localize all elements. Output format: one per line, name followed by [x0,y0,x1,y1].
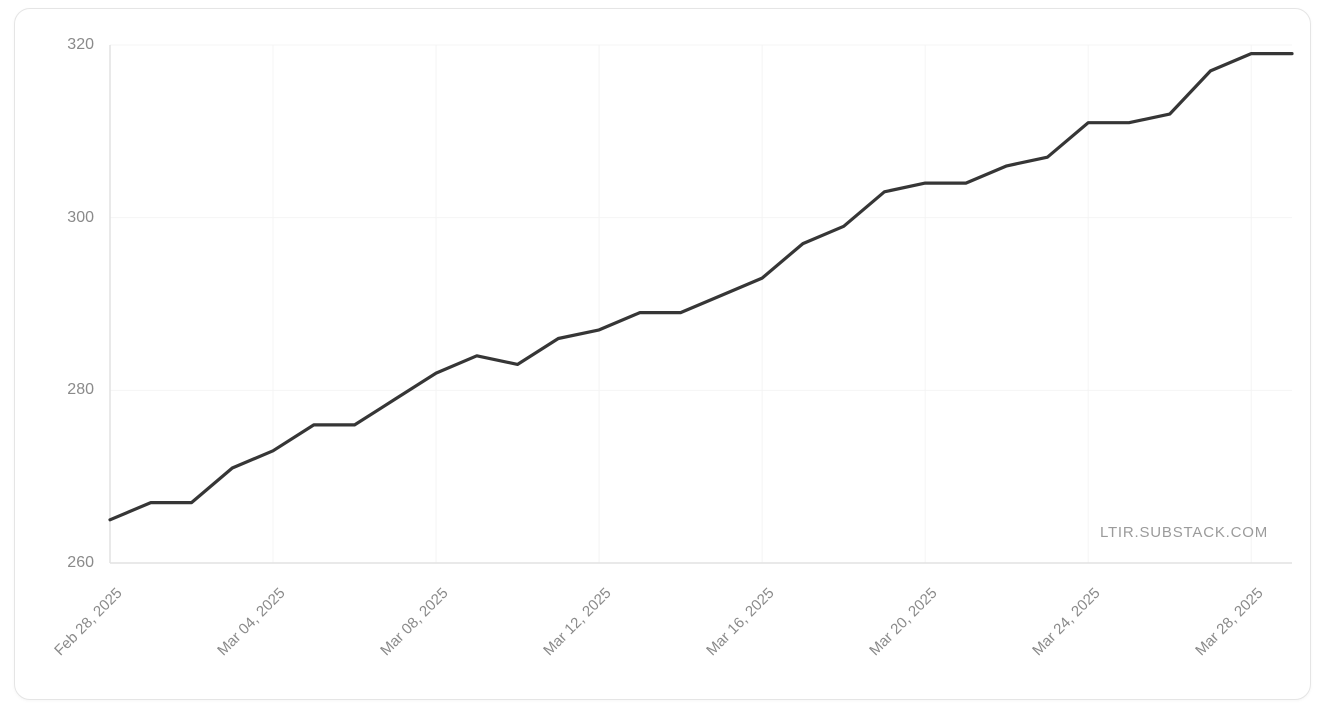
y-tick-label: 260 [67,554,94,571]
y-tick-label: 320 [67,36,94,53]
y-tick-label: 300 [67,208,94,226]
y-tick-label: 280 [67,381,94,399]
chart-card [14,8,1311,700]
watermark: LTIR.SUBSTACK.COM [1099,524,1268,541]
